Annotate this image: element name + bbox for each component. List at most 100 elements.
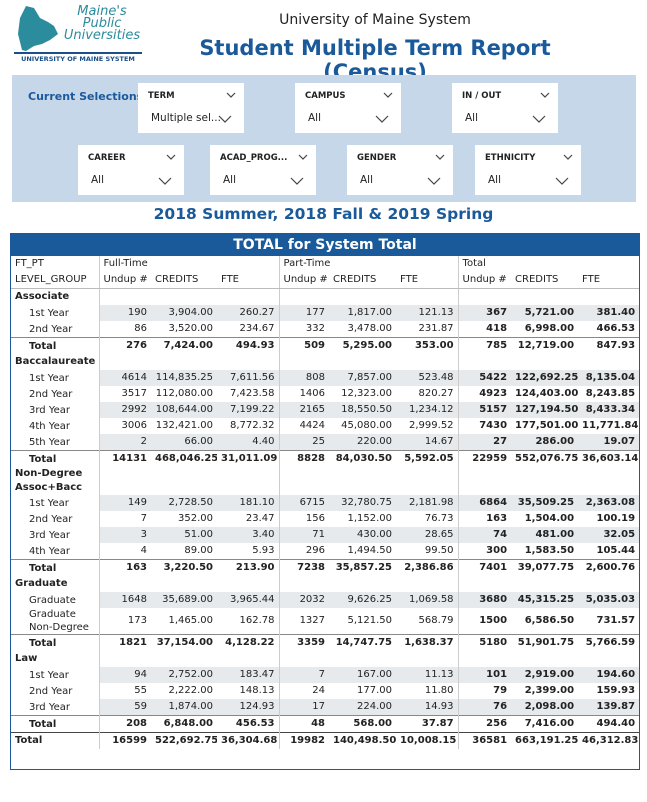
cell: 7,423.58: [229, 388, 275, 399]
cell: 7,857.00: [329, 370, 397, 386]
slicer-label: TERM: [148, 91, 175, 101]
cell: 456.53: [217, 715, 280, 733]
cell: 11,771.84: [582, 420, 639, 431]
period-heading: 2018 Summer, 2018 Fall & 2019 Spring: [153, 205, 494, 223]
cell: 1,874.00: [151, 699, 217, 716]
cell: 2,181.98: [396, 495, 459, 511]
row-label: 2nd Year: [29, 685, 73, 697]
cell: 1,583.50: [524, 545, 575, 556]
cell: 32,780.75: [329, 495, 397, 511]
slicer[interactable]: ETHNICITY All: [475, 145, 581, 195]
cell: 27: [457, 434, 512, 451]
slicer-label: CAREER: [88, 153, 126, 163]
cell: 418: [457, 321, 512, 338]
cell: 552,076.75: [511, 450, 579, 467]
cell: 7,424.00: [151, 337, 217, 354]
group-label: Law: [15, 653, 38, 664]
cell: 300: [457, 543, 512, 560]
cell: [511, 289, 578, 306]
cell: 76.73: [424, 513, 454, 524]
cell: 100.19: [596, 513, 636, 524]
cell: 31,011.09: [217, 450, 280, 467]
cell: 3,478.00: [347, 323, 393, 334]
cell: 121.13: [396, 305, 459, 321]
selections-label: Current Selections: [28, 90, 144, 103]
cell: 3.40: [217, 527, 280, 543]
slicer-value: Multiple sel...: [151, 112, 221, 124]
slicer[interactable]: CAREER All: [78, 145, 184, 195]
header-row: FT_PT Full-Time Part-Time Total: [11, 256, 640, 272]
row-label: 2nd Year: [29, 513, 73, 525]
cell: 3517: [98, 386, 151, 402]
cell: 35,857.25: [329, 559, 397, 576]
cell: [151, 651, 217, 667]
cell: 3,965.44: [217, 592, 280, 608]
column-header: CREDITS: [151, 272, 217, 289]
cell: 139.87: [578, 699, 640, 716]
cell: 7,416.00: [511, 715, 579, 733]
cell: 468,046.25: [151, 450, 217, 467]
cell: 847.93: [578, 337, 640, 354]
cell: 2,752.00: [151, 667, 217, 683]
cell: 276: [98, 337, 151, 354]
slicer[interactable]: TERM Multiple sel...: [138, 83, 244, 133]
cell: 4614: [98, 370, 151, 386]
cell: 1327: [278, 608, 330, 635]
matrix-title: TOTAL for System Total: [11, 234, 639, 256]
cell: [329, 354, 396, 370]
cell: [217, 576, 279, 592]
slicer-value: All: [308, 112, 322, 124]
column-header: CREDITS: [329, 272, 397, 289]
data-row: 1st Year 4614 114,835.25 7,611.56 808 7,857.0…: [11, 370, 640, 386]
cell: 124.93: [217, 699, 280, 716]
cell: 132,421.00: [155, 420, 213, 431]
cell: 177.00: [357, 685, 393, 696]
row-label: Total: [11, 732, 99, 749]
logo-band: UNIVERSITY OF MAINE SYSTEM: [14, 52, 142, 64]
slicer[interactable]: GENDER All: [347, 145, 453, 195]
slicer[interactable]: IN / OUT All: [452, 83, 558, 133]
column-header: Undup #: [457, 272, 512, 289]
logo-line: Maine's: [77, 4, 127, 19]
column-group: Full-Time: [98, 256, 280, 272]
cell: 11.13: [396, 667, 459, 683]
cell: 162.78: [239, 615, 275, 626]
cell: 24: [278, 683, 330, 699]
slicer[interactable]: ACAD_PROG... All: [210, 145, 316, 195]
cell: 148.13: [239, 685, 275, 696]
cell: [278, 288, 330, 305]
cell: 163: [457, 511, 512, 527]
cell: 71: [278, 527, 330, 543]
row-label: Total: [11, 634, 99, 651]
slicer[interactable]: CAMPUS All: [295, 83, 401, 133]
cell: 5.93: [252, 545, 275, 556]
cell: 163: [98, 559, 151, 576]
cell: 8,243.85: [585, 388, 636, 399]
slicer-label: ETHNICITY: [485, 153, 536, 163]
cell: 2165: [278, 402, 330, 418]
cell: 124,403.00: [515, 388, 579, 399]
cell: 1,494.50: [347, 545, 393, 556]
data-row: Total 16599 522,692.75 36,304.68 19982 140,49…: [11, 732, 640, 749]
data-row: 4th Year 4 89.00 5.93 296 1,494.50 99.50 300 1,5…: [11, 543, 639, 560]
header-row: LEVEL_GROUP Undup # CREDITS FTE Undup # CREDI…: [11, 272, 640, 289]
cell: [511, 651, 578, 667]
cell: 140,498.50: [329, 732, 397, 749]
cell: 37,154.00: [151, 634, 217, 651]
data-row: 3rd Year 59 1,874.00 124.93 17 224.00 14.93 76 2…: [11, 699, 640, 716]
data-row: Graduate 1648 35,689.00 3,965.44 2032 9,626.2…: [11, 592, 640, 608]
row-label: 3rd Year: [29, 529, 70, 541]
matrix-table: FT_PT Full-Time Part-Time Total LEVEL_GROUP U…: [11, 256, 640, 749]
cell: 9,626.25: [329, 592, 397, 608]
cell: 260.27: [217, 305, 280, 321]
cell: 190: [98, 305, 151, 321]
cell: 1,504.00: [524, 513, 575, 524]
cell: 5,766.59: [578, 634, 640, 651]
cell: 286.00: [511, 434, 579, 451]
cell: [578, 354, 639, 370]
cell: 127,194.50: [511, 402, 579, 418]
row-label: 5th Year: [29, 436, 70, 448]
cell: 8828: [278, 450, 330, 467]
cell: 167.00: [329, 667, 397, 683]
data-row: 3rd Year 2992 108,644.00 7,199.22 2165 18,550…: [11, 402, 640, 418]
